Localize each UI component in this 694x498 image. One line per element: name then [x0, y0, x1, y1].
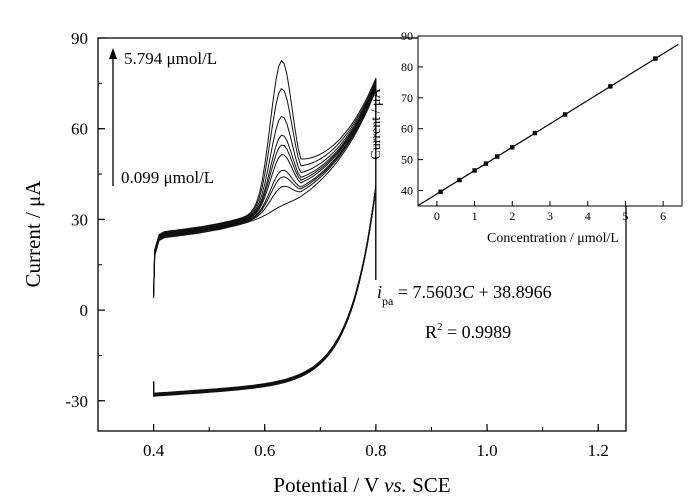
cv-curve — [153, 81, 377, 395]
inset-axis-ticks: 0 1 2 3 4 5 6 40 50 60 70 80 90 — [401, 29, 666, 223]
main-x-tick-label: 0.8 — [365, 441, 386, 460]
inset-y-tick-label: 50 — [401, 153, 413, 167]
main-x-tick-label: 0.6 — [254, 441, 275, 460]
inset-x-tick-label: 0 — [434, 209, 440, 223]
inset-y-tick-label: 90 — [401, 29, 413, 43]
cv-curve — [153, 82, 377, 395]
main-x-tick-label: 1.0 — [476, 441, 497, 460]
inset-y-axis-label: Current / μA — [369, 87, 384, 159]
r-squared: R2 = 0.9989 — [425, 321, 511, 342]
main-y-tick-label: -30 — [65, 392, 88, 411]
cv-curve — [153, 88, 377, 397]
inset-y-tick-label: 40 — [401, 184, 413, 198]
inset-data-point — [510, 145, 515, 150]
cv-curve — [153, 84, 377, 396]
inset-x-tick-label: 4 — [585, 209, 591, 223]
main-y-tick-label: 60 — [71, 120, 88, 139]
arrow-top-label: 5.794 μmol/L — [124, 49, 217, 68]
inset-data-point — [562, 112, 568, 117]
inset-y-tick-label: 80 — [401, 60, 413, 74]
inset-data-point — [608, 84, 613, 89]
inset-x-tick-label: 5 — [622, 209, 628, 223]
inset-data-point — [457, 177, 462, 183]
cv-curve — [153, 85, 377, 396]
inset-data-points — [438, 56, 658, 194]
inset-data-point — [532, 130, 538, 136]
main-y-axis-label: Current / μA — [21, 180, 45, 288]
inset-data-point — [483, 161, 489, 166]
cv-curve — [153, 87, 377, 397]
inset-data-point — [472, 168, 477, 173]
main-x-axis-label: Potential / V vs. SCE — [273, 473, 450, 497]
inset-data-point — [495, 154, 500, 159]
main-x-tick-label: 1.2 — [588, 441, 609, 460]
inset-x-tick-label: 6 — [660, 209, 666, 223]
inset-data-point — [438, 189, 443, 194]
main-y-tick-label: 90 — [71, 29, 88, 48]
main-plot-frame — [97, 37, 627, 432]
main-y-tick-label: 0 — [80, 301, 89, 320]
inset-y-tick-label: 60 — [401, 122, 413, 136]
main-y-tick-label: 30 — [71, 210, 88, 229]
inset-x-tick-label: 3 — [547, 209, 553, 223]
inset-y-tick-label: 70 — [401, 91, 413, 105]
inset-x-tick-label: 1 — [472, 209, 478, 223]
inset-data-point — [653, 56, 658, 61]
cv-curve — [153, 86, 377, 396]
main-cv-curves — [153, 59, 377, 397]
inset-x-axis-label: Concentration / μmol/L — [487, 231, 619, 246]
main-x-tick-label: 0.4 — [143, 441, 165, 460]
regression-equation: ipa = 7.5603C + 38.8966 — [377, 282, 552, 308]
inset-x-tick-label: 2 — [509, 209, 515, 223]
arrow-bottom-label: 0.099 μmol/L — [121, 168, 214, 187]
inset-calibration-plot: 0 1 2 3 4 5 6 40 50 60 70 80 90 Current / μA Concent… — [369, 29, 683, 246]
cv-curve — [153, 59, 377, 394]
cv-curve — [153, 79, 377, 395]
inset-plot-frame — [417, 35, 683, 207]
concentration-arrow-head — [109, 48, 117, 59]
